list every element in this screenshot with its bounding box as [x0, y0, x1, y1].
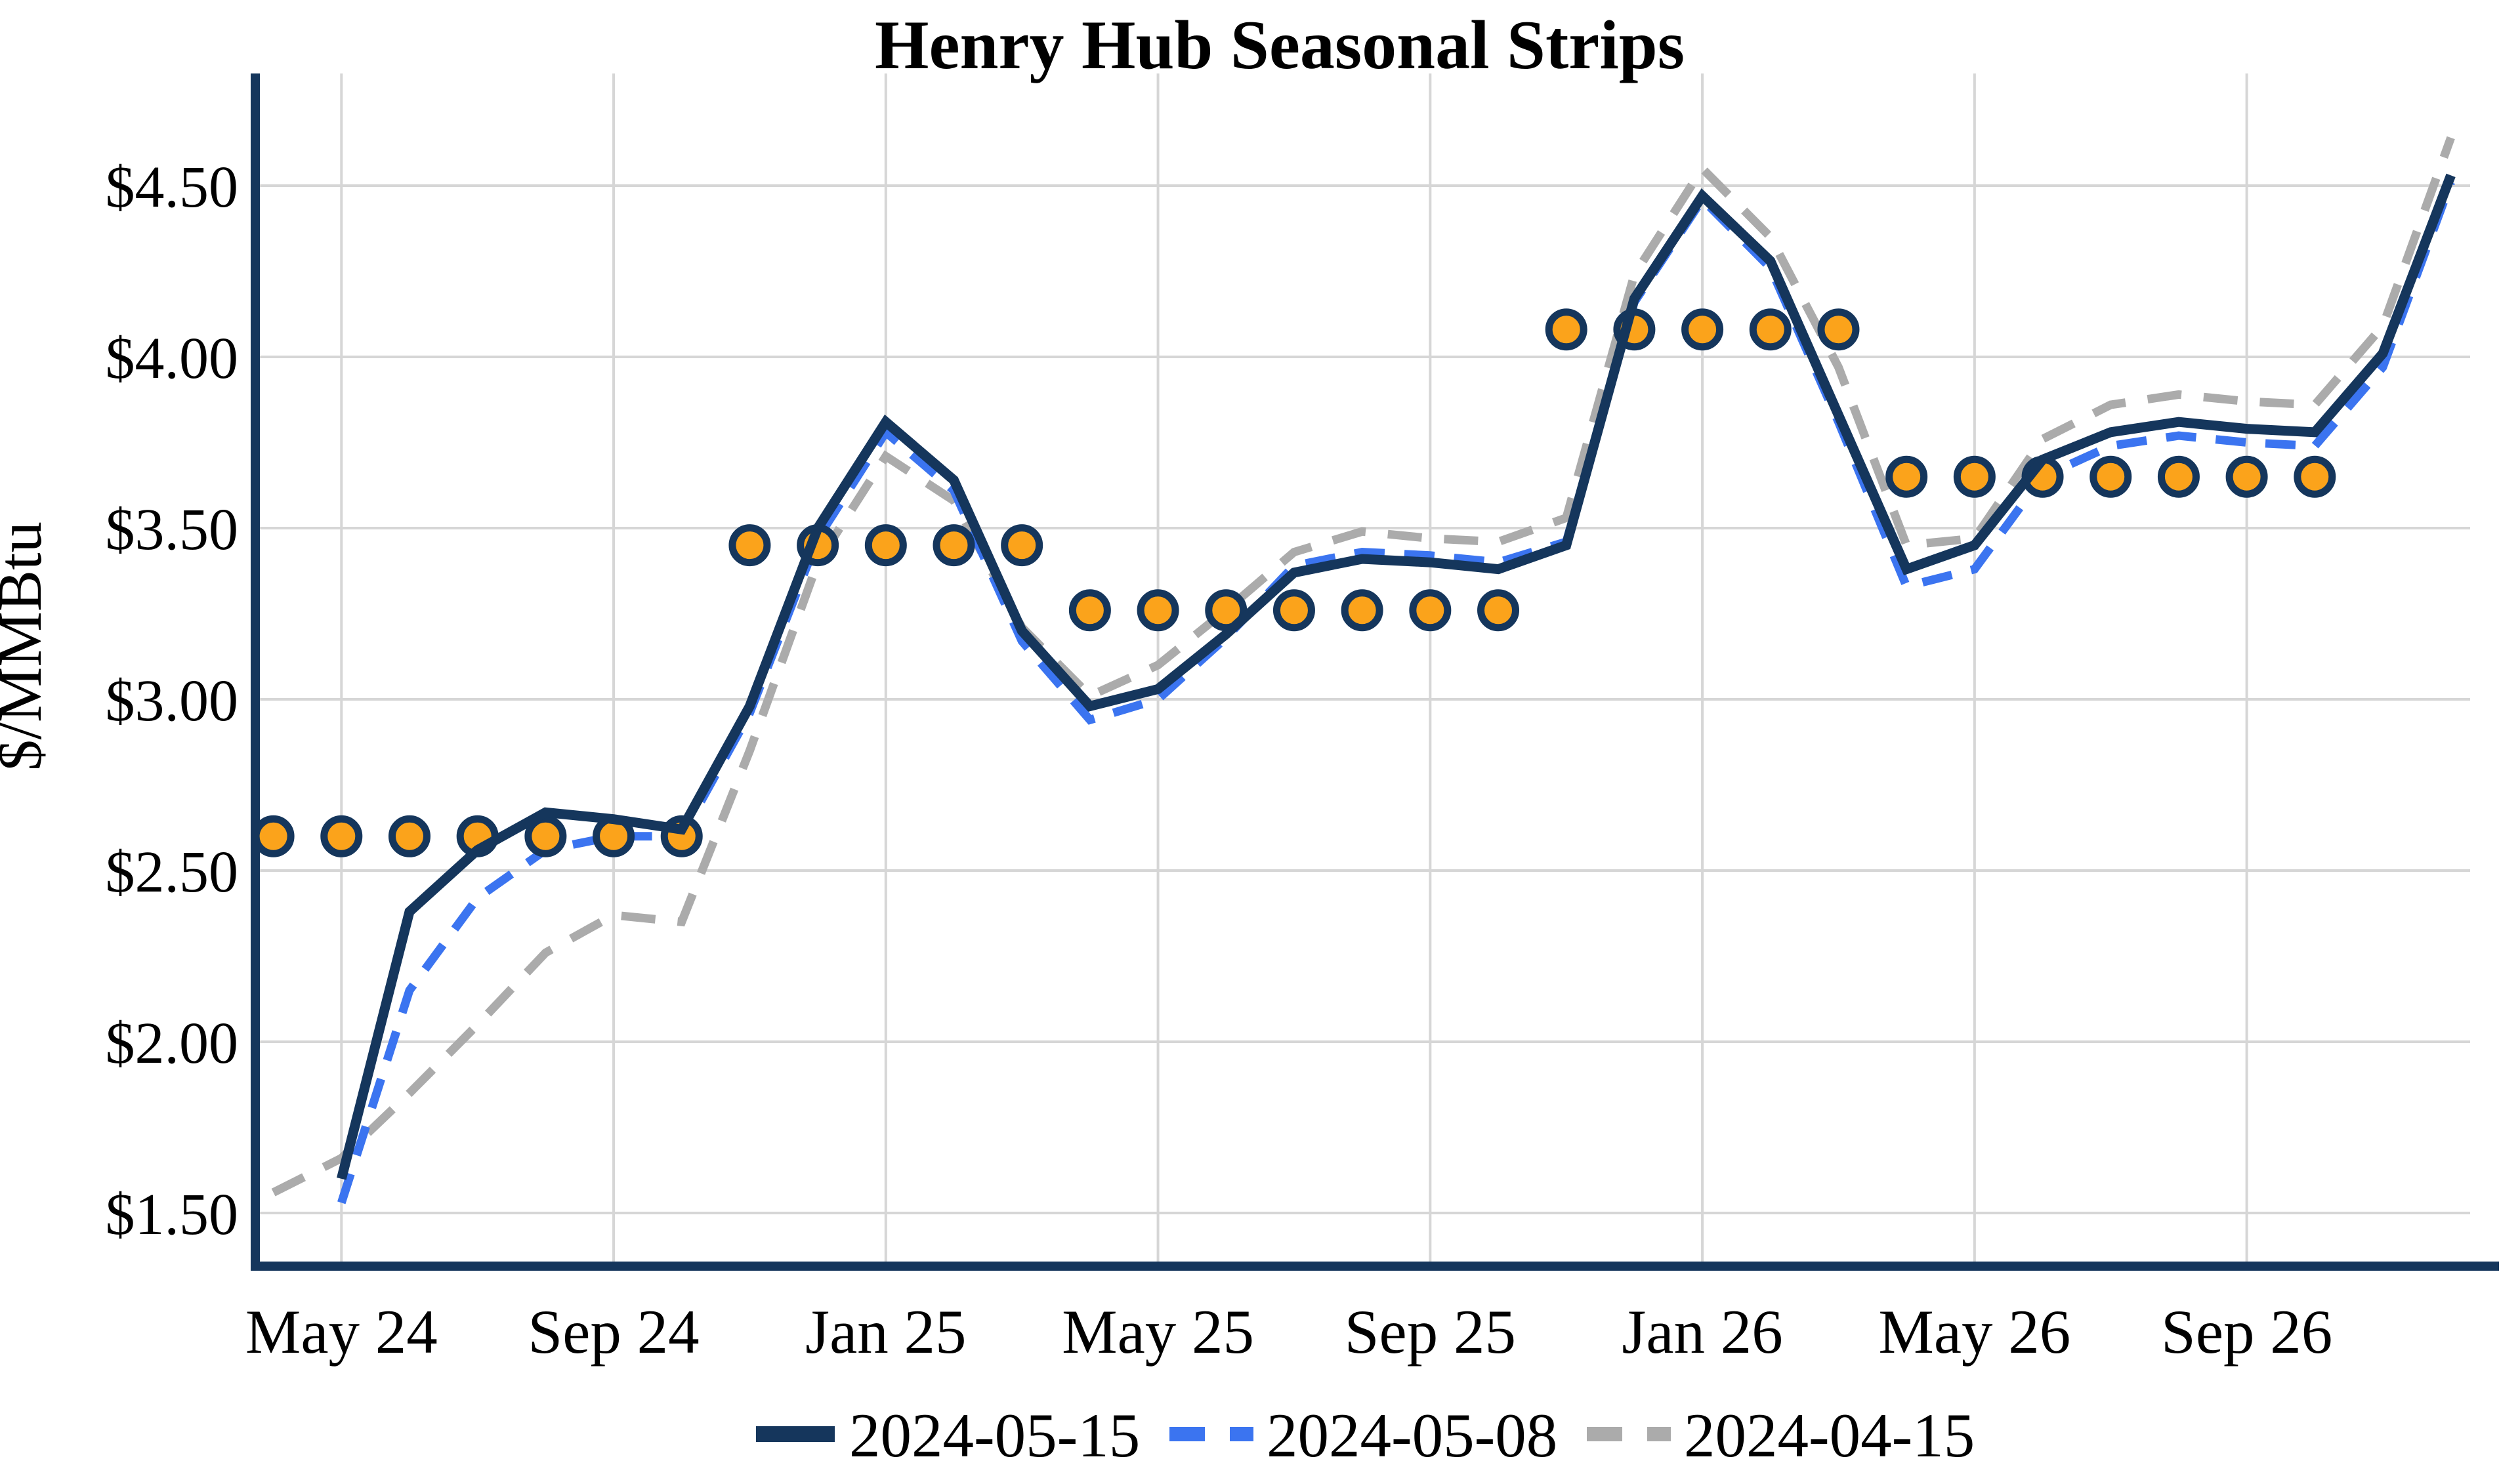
y-tick-label: $2.00: [106, 1011, 239, 1076]
legend-item-2024-04-15: 2024-04-15: [1587, 1401, 1975, 1470]
strip-marker: [1545, 308, 1587, 351]
strip-marker: [1681, 308, 1724, 351]
series-line-2024-05-15: [337, 173, 2456, 1180]
strip-marker: [1068, 589, 1111, 632]
strip-marker: [1885, 455, 1928, 498]
y-tick-labels: $1.50 $2.00 $2.50 $3.00 $3.50 $4.00 $4.50: [106, 155, 239, 1247]
strip-marker: [320, 815, 363, 857]
y-tick-label: $4.00: [106, 326, 239, 391]
x-tick-label: May 24: [245, 1297, 438, 1367]
strip-marker: [1477, 589, 1520, 632]
x-tick-label: Jan 26: [1622, 1297, 1782, 1367]
y-tick-label: $4.50: [106, 155, 239, 220]
y-tick-label: $3.50: [106, 497, 239, 562]
series-line-top: [337, 173, 2456, 1180]
strip-marker: [2294, 455, 2336, 498]
strip-marker: [933, 524, 975, 567]
seasonal-strip-markers: [252, 308, 2336, 857]
x-tick-label: Sep 24: [528, 1297, 699, 1367]
legend-label: 2024-05-08: [1267, 1401, 1557, 1470]
strip-marker: [2225, 455, 2268, 498]
strip-marker: [388, 815, 430, 857]
strip-marker: [524, 815, 567, 857]
strip-marker: [1817, 308, 1860, 351]
x-tick-label: Sep 25: [1345, 1297, 1516, 1367]
y-axis-title: $/MMBtu: [0, 522, 54, 771]
y-tick-label: $2.50: [106, 840, 239, 905]
legend-item-2024-05-08: 2024-05-08: [1169, 1401, 1557, 1470]
x-tick-label: May 25: [1062, 1297, 1254, 1367]
x-tick-labels: May 24 Sep 24 Jan 25 May 25 Sep 25 Jan 26 May …: [245, 1297, 2332, 1367]
series-line-2024-04-15: [271, 136, 2455, 1197]
legend-label: 2024-05-15: [849, 1401, 1140, 1470]
strip-marker: [864, 524, 907, 567]
strip-marker: [1137, 589, 1179, 632]
legend-item-2024-05-15: 2024-05-15: [756, 1401, 1140, 1470]
strip-marker: [1272, 589, 1315, 632]
y-tick-label: $3.00: [106, 668, 239, 733]
series-lines-under: [271, 136, 2455, 1204]
strip-marker: [252, 815, 295, 857]
x-tick-label: Jan 25: [805, 1297, 966, 1367]
strip-marker: [1749, 308, 1792, 351]
x-tick-label: May 26: [1878, 1297, 2070, 1367]
legend-label: 2024-04-15: [1684, 1401, 1975, 1470]
strip-marker: [1001, 524, 1043, 567]
x-tick-label: Sep 26: [2161, 1297, 2332, 1367]
gridlines: [260, 73, 2470, 1262]
strip-marker: [1341, 589, 1383, 632]
y-tick-label: $1.50: [106, 1182, 239, 1247]
strip-marker: [2157, 455, 2200, 498]
strip-marker: [1409, 589, 1452, 632]
strip-marker: [1953, 455, 1996, 498]
chart-title: Henry Hub Seasonal Strips: [875, 7, 1685, 83]
strip-marker: [2090, 455, 2132, 498]
series-line-2024-05-08: [337, 180, 2455, 1204]
strip-marker: [728, 524, 771, 567]
legend: 2024-05-15 2024-05-08 2024-04-15: [756, 1401, 1975, 1470]
